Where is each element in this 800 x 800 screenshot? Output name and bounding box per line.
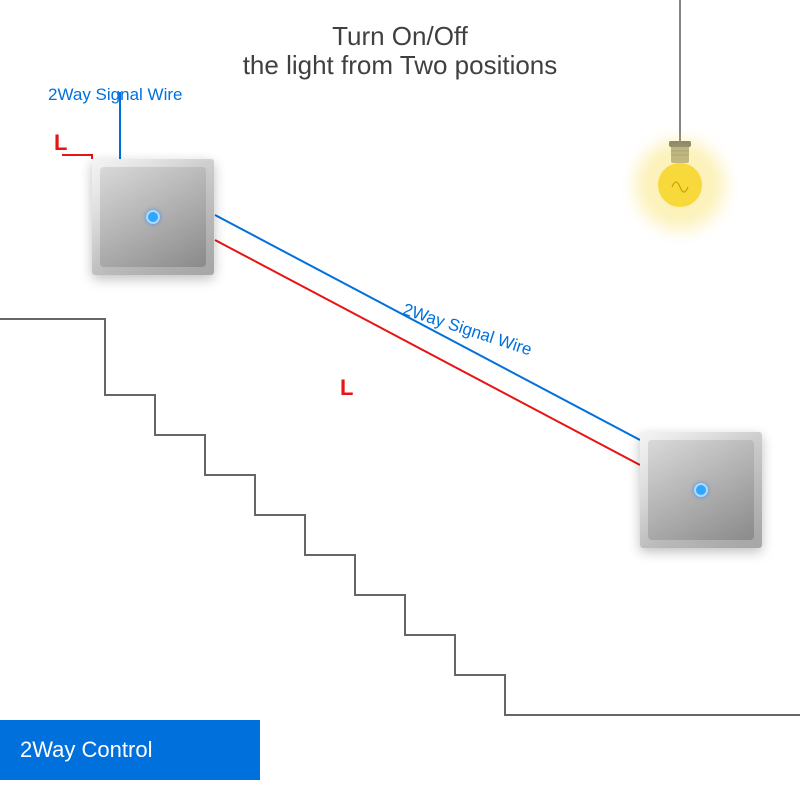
bulb-icon <box>658 163 702 207</box>
footer-badge: 2Way Control <box>0 720 260 780</box>
switch-inner-panel <box>100 167 206 267</box>
wall-switch-bottom <box>640 432 762 548</box>
switch-touch-indicator <box>146 210 160 224</box>
label-signal-wire-top: 2Way Signal Wire <box>48 85 182 105</box>
switch-inner-panel <box>648 440 754 540</box>
diagram-canvas: Turn On/Off the light from Two positions… <box>0 0 800 800</box>
label-L-top: L <box>54 130 67 156</box>
live-wire-long <box>215 240 640 465</box>
label-L-mid: L <box>340 375 353 401</box>
wall-switch-top <box>92 159 214 275</box>
footer-text: 2Way Control <box>20 737 152 763</box>
switch-touch-indicator <box>694 483 708 497</box>
wiring-svg <box>0 0 800 800</box>
